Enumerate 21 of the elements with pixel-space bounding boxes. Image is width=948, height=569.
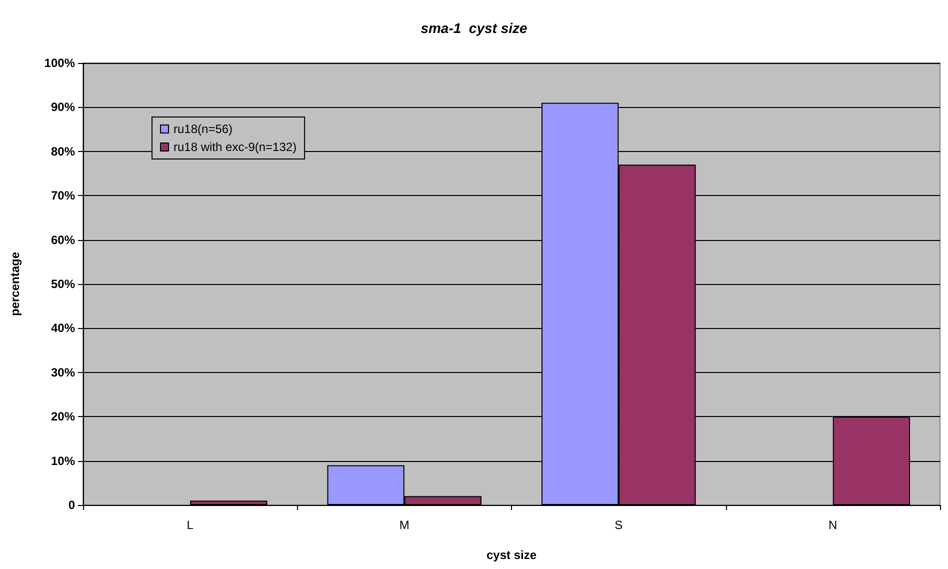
- y-tick-label: 60%: [50, 232, 76, 247]
- y-tick-label: 100%: [44, 56, 76, 70]
- x-axis-title: cyst size: [486, 548, 537, 562]
- y-tick-label: 70%: [50, 188, 76, 203]
- y-tick-label: 30%: [50, 365, 76, 380]
- x-tick-label: L: [186, 518, 194, 532]
- y-tick-label: 0: [68, 498, 76, 512]
- chart-title: sma-1 cyst size: [420, 20, 528, 36]
- y-tick-label: 90%: [50, 100, 76, 114]
- y-tick-label: 50%: [50, 277, 76, 291]
- y-tick-label: 10%: [50, 454, 76, 468]
- x-tick-label: N: [828, 518, 838, 532]
- x-tick-label: S: [614, 518, 623, 532]
- y-tick-label: 40%: [50, 321, 76, 336]
- legend-label: ru18(n=56): [174, 122, 233, 136]
- x-tick-label: M: [399, 518, 410, 532]
- bar: [190, 500, 268, 505]
- y-tick-label: 20%: [50, 410, 76, 424]
- legend-label: ru18 with exc-9(n=132): [174, 140, 297, 154]
- y-tick-label: 80%: [50, 144, 76, 158]
- y-axis-title: percentage: [8, 252, 22, 316]
